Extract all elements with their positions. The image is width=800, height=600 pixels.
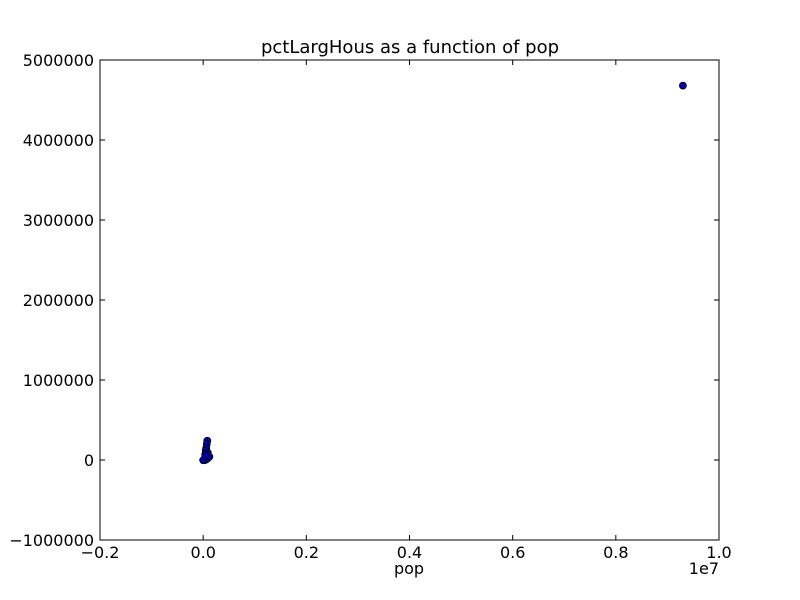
y-tick-label: 2000000	[23, 291, 94, 310]
y-tick-label: 0	[84, 451, 94, 470]
y-tick-label: 5000000	[23, 51, 94, 70]
x-tick-label: 0.4	[397, 543, 422, 562]
plot-frame	[99, 59, 720, 541]
y-tick-label: 4000000	[23, 131, 94, 150]
x-tick-label: 1.0	[706, 543, 731, 562]
x-tick-label: 0.8	[603, 543, 628, 562]
x-axis-label: pop	[394, 559, 424, 578]
y-tick-label: 1000000	[23, 371, 94, 390]
x-axis-offset-text: 1e7	[689, 559, 719, 578]
data-point	[678, 81, 687, 90]
points-layer	[199, 81, 687, 465]
x-tick-label: −0.2	[81, 543, 120, 562]
x-tick-label: 0.6	[500, 543, 525, 562]
data-point	[201, 451, 210, 460]
ticks-layer: −0.2 0.0 0.2 0.4 0.6 0.8 1.0 −1000000 0 1000000 20…	[9, 51, 731, 562]
x-tick-label: 0.2	[294, 543, 319, 562]
x-tick-label: 0.0	[190, 543, 215, 562]
y-tick-label: −1000000	[9, 531, 94, 550]
y-tick-label: 3000000	[23, 211, 94, 230]
chart-title: pctLargHous as a function of pop	[261, 37, 559, 58]
